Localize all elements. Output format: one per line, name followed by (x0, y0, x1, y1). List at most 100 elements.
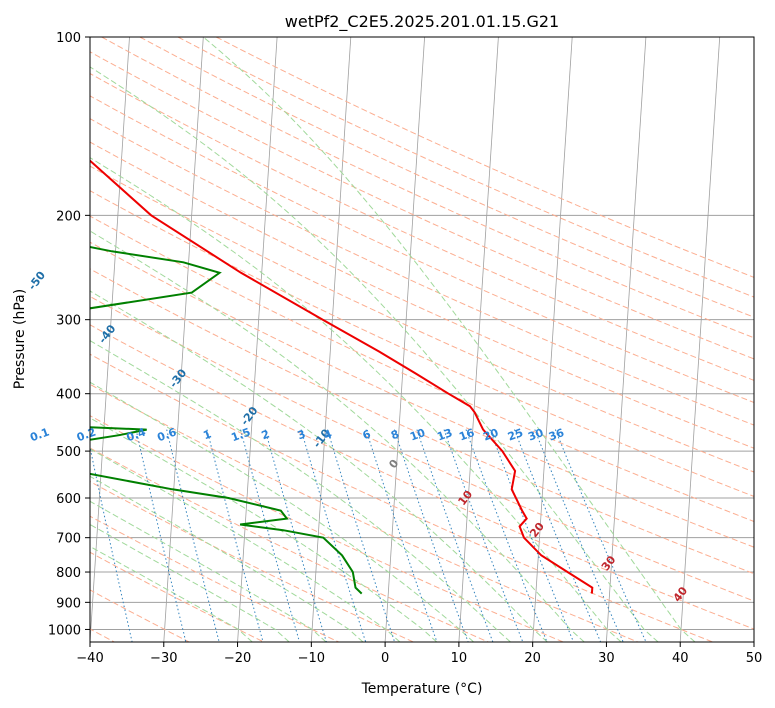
dry-adiabat (90, 165, 754, 473)
mixing-ratio-label: 20 (481, 426, 500, 444)
mixing-ratio-label: 4 (322, 427, 334, 442)
isotherm-line (606, 37, 647, 642)
mixing-ratio-line (166, 429, 220, 642)
dry-adiabat (90, 215, 754, 523)
mixing-ratio-label: 0.6 (155, 425, 178, 444)
mixing-ratio-label: 25 (506, 426, 525, 443)
mixing-ratio-line (465, 429, 548, 642)
dry-adiabat (90, 415, 564, 642)
moist-adiabat (90, 340, 511, 642)
dewpoint-line (90, 246, 363, 595)
moist-adiabat (90, 157, 622, 642)
mixing-ratio-label: 13 (435, 426, 454, 443)
y-tick-label: 400 (56, 388, 81, 403)
dry-adiabat (90, 72, 754, 381)
x-tick-label: 0 (381, 651, 389, 666)
moist-adiabat (202, 37, 696, 642)
y-axis-ticks: 100 200 300 400 500 600 700 800 900 1000 (48, 31, 90, 638)
dry-adiabat (90, 589, 190, 642)
mixing-ratio-line (206, 429, 264, 642)
isoline-labels: -100-90-80-70-60-50-40-30-20-10010203040… (26, 269, 691, 605)
warm-isotherm-label: 0 (386, 457, 401, 471)
mixing-ratio-line (365, 429, 438, 642)
mixing-ratio-label: 1 (201, 427, 213, 442)
mixing-ratio-label: 0.1 (28, 425, 51, 444)
mixing-ratio-label: 0.4 (125, 425, 148, 444)
isotherm-label: -20 (238, 404, 261, 428)
warm-isotherm-label: 10 (456, 488, 476, 508)
moist-adiabat (90, 545, 253, 642)
y-tick-label: 500 (56, 445, 81, 460)
x-tick-label: 40 (672, 651, 689, 666)
y-tick-label: 100 (56, 31, 81, 46)
dry-adiabat (177, 37, 754, 298)
mixing-ratio-line (514, 429, 602, 642)
moist-adiabat (90, 66, 659, 642)
isotherm-line (163, 37, 204, 642)
dry-adiabat (90, 515, 339, 642)
dry-adiabat (90, 324, 754, 630)
moist-adiabat (90, 230, 585, 642)
mixing-ratio-line (300, 429, 367, 642)
y-tick-label: 800 (56, 566, 81, 581)
dry-adiabat (215, 37, 754, 278)
x-tick-label: 50 (746, 651, 763, 666)
isotherm-line (679, 37, 721, 642)
moist-adiabat (90, 381, 474, 642)
x-tick-label: −20 (224, 651, 251, 666)
y-axis-title: Pressure (hPa) (12, 289, 28, 389)
dry-adiabat (139, 37, 754, 318)
dry-adiabat (90, 480, 414, 642)
x-axis-ticks: −40 −30 −20 −10 0 10 20 30 40 50 (76, 642, 762, 666)
isotherm-label: -40 (96, 322, 119, 346)
warm-isotherm-label: 30 (599, 553, 619, 573)
mixing-ratio-line (443, 429, 524, 642)
mixing-ratio-line (327, 429, 396, 642)
dry-adiabat (90, 295, 754, 602)
isotherm-line (532, 37, 573, 642)
moist-adiabat (90, 448, 401, 642)
y-tick-label: 1000 (48, 623, 81, 638)
x-axis-title: Temperature (°C) (361, 681, 483, 697)
x-tick-label: 20 (524, 651, 541, 666)
background-lines (90, 37, 754, 642)
mixing-ratio-label: 10 (408, 426, 427, 444)
mixing-ratio-label: 2 (260, 427, 272, 442)
isotherm-label: -30 (167, 366, 190, 390)
moist-adiabat (90, 290, 548, 642)
isotherm-line (458, 37, 499, 642)
isotherm-line (753, 635, 754, 642)
isotherm-line (237, 37, 278, 642)
dry-adiabat (101, 37, 754, 339)
x-tick-label: 10 (451, 651, 468, 666)
mixing-ratio-line (416, 429, 494, 642)
dry-adiabat (90, 447, 489, 642)
dry-adiabat (90, 268, 754, 575)
mixing-ratio-label: 0.2 (75, 425, 98, 444)
y-tick-label: 700 (56, 532, 81, 547)
moist-adiabat (90, 417, 438, 642)
mixing-ratio-line (264, 429, 327, 642)
dry-adiabat (90, 118, 754, 426)
warm-isotherm-label: 40 (671, 584, 691, 604)
plot-frame (89, 36, 755, 643)
x-tick-label: −30 (150, 651, 177, 666)
y-tick-label: 300 (56, 314, 81, 329)
y-tick-label: 600 (56, 492, 81, 507)
dry-adiabat (90, 353, 713, 642)
y-tick-label: 900 (56, 596, 81, 611)
moist-adiabat (90, 523, 290, 642)
mixing-ratio-label: 30 (526, 426, 545, 444)
dry-adiabat (90, 51, 754, 360)
sounding-profiles (90, 159, 594, 595)
mixing-ratio-label: 8 (389, 427, 401, 442)
mixing-ratio-line (489, 429, 574, 642)
x-tick-label: 30 (598, 651, 615, 666)
mixing-ratio-line (240, 429, 301, 642)
x-tick-label: −40 (76, 651, 103, 666)
mixing-ratio-label: 1.5 (229, 425, 252, 444)
mixing-ratio-line (135, 429, 187, 642)
moist-adiabat (90, 500, 327, 642)
isotherm-label: -50 (26, 269, 49, 293)
